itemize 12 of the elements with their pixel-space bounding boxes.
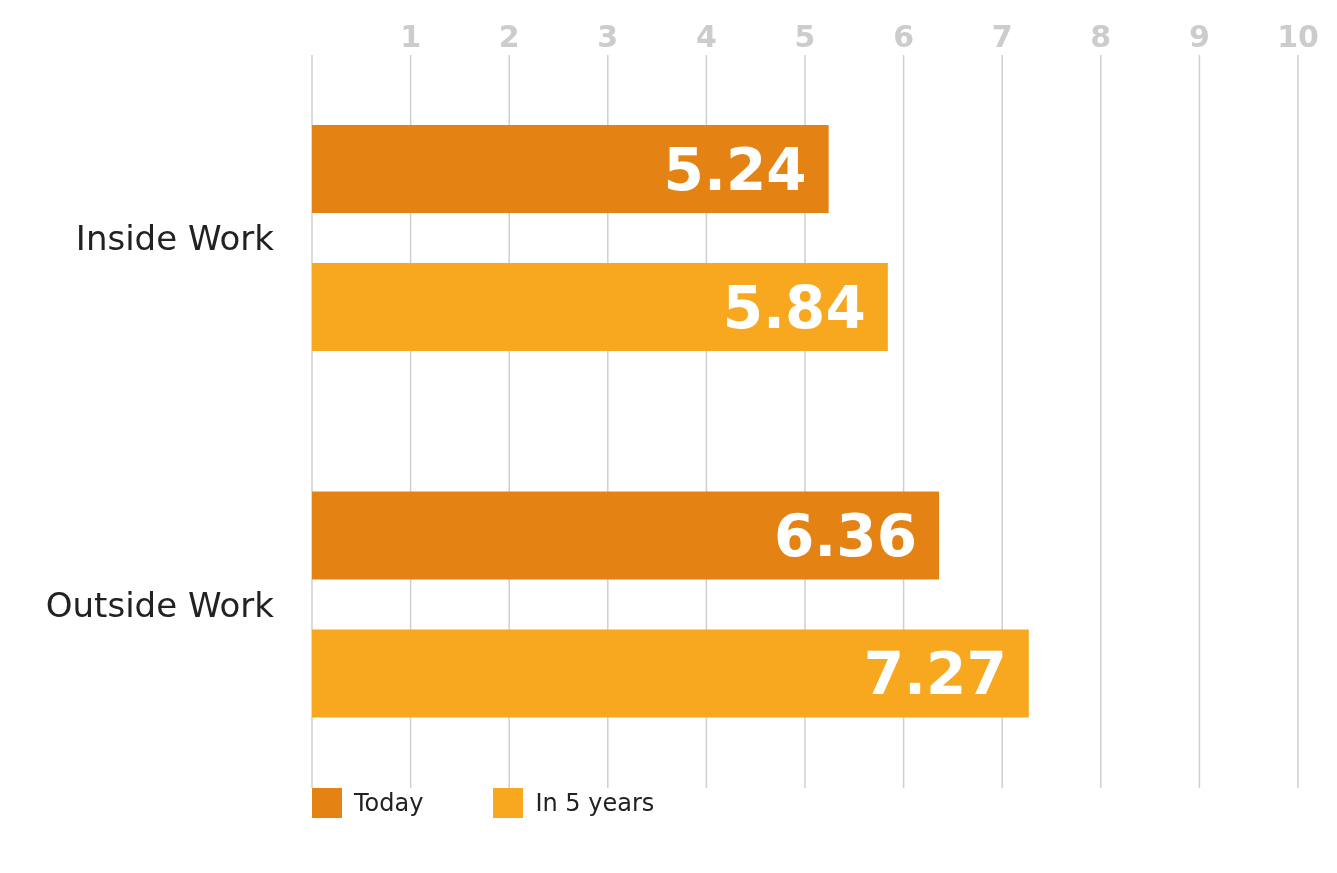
bar bbox=[312, 263, 888, 351]
data-label: 5.84 bbox=[722, 273, 866, 342]
bar bbox=[312, 629, 1029, 718]
legend-label: In 5 years bbox=[535, 789, 655, 817]
y-tick-label: Inside Work bbox=[75, 218, 275, 259]
y-tick-label: Outside Work bbox=[45, 584, 275, 625]
legend-label: Today bbox=[354, 789, 424, 817]
bar bbox=[312, 491, 940, 580]
data-label: 6.36 bbox=[773, 502, 918, 571]
data-label: 5.24 bbox=[663, 135, 807, 204]
data-label: 7.27 bbox=[863, 640, 1007, 709]
bar bbox=[312, 125, 829, 213]
